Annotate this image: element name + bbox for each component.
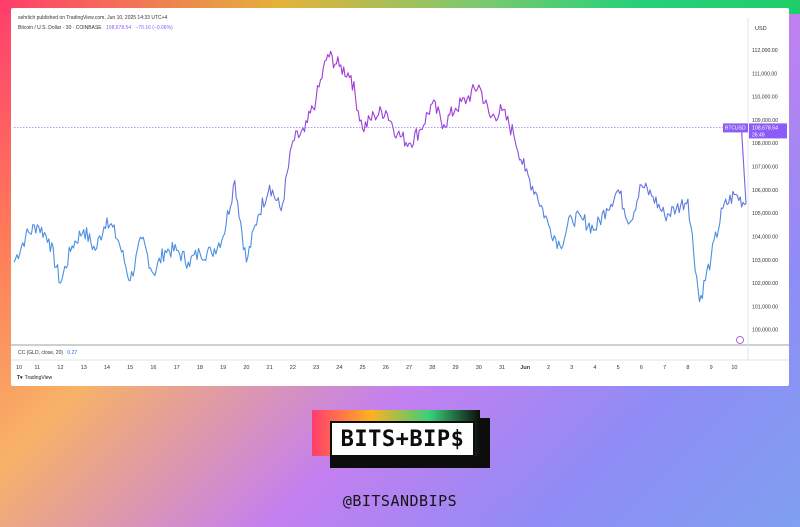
publisher-line: sehrlich published on TradingView.com, J… [18, 15, 168, 21]
price-tag-bg [749, 123, 787, 139]
x-tick-label: 24 [336, 365, 342, 371]
y-tick-label: 104,000.00 [752, 234, 778, 240]
x-tick-label: 15 [127, 365, 133, 371]
indicator-value: 0.27 [67, 350, 78, 356]
x-tick-label: 16 [150, 365, 156, 371]
y-tick-label: 111,000.00 [752, 71, 777, 77]
x-tick-label: 7 [663, 365, 666, 371]
x-tick-label: 30 [476, 365, 482, 371]
x-tick-label: 4 [593, 365, 596, 371]
y-tick-label: 100,000.00 [752, 328, 778, 334]
price-chart[interactable]: 100,000.00 101,000.00 102,000.00 103,000.00… [11, 8, 789, 386]
x-tick-label: 27 [406, 365, 412, 371]
symbol-tag-bg [723, 123, 748, 133]
currency-label[interactable]: USD [755, 26, 767, 32]
price-tag-countdown: 26:49 [752, 132, 765, 138]
indicator-legend: CC (GLD, close, 20) 0.27 [18, 350, 77, 356]
x-tick-label: 9 [710, 365, 713, 371]
y-tick-label: 102,000.00 [752, 281, 778, 287]
y-tick-label: 110,000.00 [752, 95, 778, 101]
x-tick-label: 11 [34, 365, 40, 371]
x-tick-label: 31 [499, 365, 505, 371]
x-tick-label: 3 [570, 365, 573, 371]
event-icon [736, 336, 744, 344]
bits-and-bips-logo: BITS+BIP$ [312, 410, 490, 468]
x-tick-label: 17 [174, 365, 180, 371]
price-tag-value: 108,678.54 [752, 126, 778, 132]
price-change: −70.16 (−0.06%) [135, 25, 173, 31]
x-tick-label: 6 [640, 365, 643, 371]
x-tick-label: 22 [290, 365, 296, 371]
y-tick-label: 103,000.00 [752, 258, 778, 264]
x-tick-label: 26 [383, 365, 389, 371]
y-tick-label: 101,000.00 [752, 304, 778, 310]
x-tick-label: 18 [197, 365, 203, 371]
y-tick-label: 108,000.00 [752, 141, 778, 147]
x-tick-label: 20 [243, 365, 249, 371]
x-tick-label: 5 [617, 365, 620, 371]
x-tick-label: 23 [313, 365, 319, 371]
x-tick-label: 29 [452, 365, 458, 371]
indicator-label: CC (GLD, close, 20) [18, 350, 64, 356]
x-tick-label: Jun [520, 365, 530, 371]
x-tick-label: 2 [547, 365, 550, 371]
symbol-tag-text: BTCUSD [725, 126, 746, 132]
x-tick-label: 19 [220, 365, 226, 371]
y-tick-label: 105,000.00 [752, 211, 778, 217]
y-tick-label: 107,000.00 [752, 165, 778, 171]
tv-logo-icon: T▾ [17, 375, 23, 381]
x-tick-label: 28 [429, 365, 435, 371]
x-tick-label: 10 [731, 365, 737, 371]
x-tick-label: 12 [57, 365, 63, 371]
y-tick-label: 112,000.00 [752, 48, 778, 54]
x-tick-label: 8 [686, 365, 689, 371]
logo-text: BITS+BIP$ [330, 421, 475, 457]
x-tick-label: 14 [104, 365, 110, 371]
last-price: 108,678.54 [106, 25, 132, 31]
symbol-name: Bitcoin / U.S. Dollar · 30 · COINBASE [18, 25, 102, 31]
x-tick-label: 21 [267, 365, 273, 371]
tradingview-logo[interactable]: T▾ TradingView [17, 375, 52, 381]
chart-card: sehrlich published on TradingView.com, J… [11, 8, 789, 386]
y-tick-label: 109,000.00 [752, 118, 778, 124]
social-handle: @BITSANDBIPS [342, 492, 458, 510]
x-tick-label: 25 [360, 365, 366, 371]
tv-logo-text: TradingView [24, 375, 53, 381]
symbol-line: Bitcoin / U.S. Dollar · 30 · COINBASE 10… [18, 25, 173, 31]
y-tick-label: 106,000.00 [752, 188, 778, 194]
x-tick-label: 13 [81, 365, 87, 371]
x-tick-label: 10 [16, 365, 22, 371]
price-series-line [13, 50, 747, 303]
